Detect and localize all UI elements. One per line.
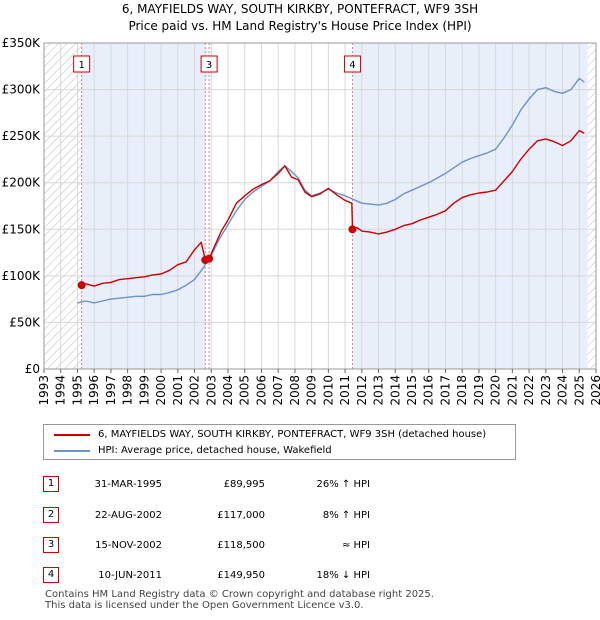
legend-label-property: 6, MAYFIELDS WAY, SOUTH KIRKBY, PONTEFRA… <box>98 429 487 440</box>
transaction-number: 1 <box>43 476 59 492</box>
transaction-row: 3 15-NOV-2002 £118,500 ≈ HPI <box>0 537 600 555</box>
x-tick-label: 2007 <box>271 375 285 406</box>
y-tick-label: £50K <box>9 315 41 329</box>
x-tick-label: 2016 <box>422 375 436 406</box>
transaction-date: 22-AUG-2002 <box>94 510 162 521</box>
transaction-point <box>348 225 357 234</box>
x-tick-label: 2003 <box>204 375 218 406</box>
transaction-price: £117,000 <box>217 510 265 521</box>
y-tick-label: £100K <box>2 269 42 283</box>
x-tick-label: 2014 <box>388 375 402 406</box>
x-tick-label: 1993 <box>37 375 51 406</box>
y-tick-label: £350K <box>2 36 42 50</box>
x-tick-label: 2008 <box>288 375 302 406</box>
transaction-date: 31-MAR-1995 <box>94 479 162 490</box>
hpi-line <box>77 77 585 304</box>
x-tick-label: 2005 <box>238 375 252 406</box>
transaction-number: 4 <box>43 567 59 583</box>
chart-title-line2: Price paid vs. HM Land Registry's House … <box>128 19 472 33</box>
y-tick-label: £150K <box>2 222 42 236</box>
x-tick-label: 2023 <box>539 375 553 406</box>
x-tick-label: 2025 <box>572 375 586 406</box>
copyright-footer: Contains HM Land Registry data © Crown c… <box>45 589 434 611</box>
transaction-label-box <box>343 55 361 73</box>
hatched-period <box>587 43 596 369</box>
transaction-label-marker: 4 <box>343 55 361 73</box>
x-tick-label: 2026 <box>589 375 600 406</box>
legend-swatch-hpi <box>54 450 90 452</box>
x-tick-label: 2006 <box>254 375 268 406</box>
x-tick-label: 2010 <box>321 375 335 406</box>
transaction-label-box <box>200 55 218 73</box>
transaction-date: 15-NOV-2002 <box>95 540 162 551</box>
property-price-line <box>81 129 585 287</box>
x-tick-label: 2018 <box>455 375 469 406</box>
legend-swatch-property <box>54 434 90 436</box>
x-tick-label: 1998 <box>121 375 135 406</box>
transaction-number: 3 <box>43 537 59 553</box>
transaction-row: 4 10-JUN-2011 £149,950 18% ↓ HPI <box>0 567 600 585</box>
x-tick-label: 2012 <box>355 375 369 406</box>
x-tick-label: 2017 <box>438 375 452 406</box>
legend-label-hpi: HPI: Average price, detached house, Wake… <box>98 445 332 456</box>
transaction-label-text: 3 <box>206 60 212 71</box>
price-chart: 1 3 4 £0 £50K £100K £150K £200K £250K £300K £350K… <box>2 36 600 406</box>
transaction-date: 10-JUN-2011 <box>98 570 162 581</box>
x-tick-label: 2001 <box>171 375 185 406</box>
y-tick-label: £300K <box>2 83 42 97</box>
transaction-point <box>205 254 214 263</box>
x-tick-label: 2022 <box>522 375 536 406</box>
x-tick-label: 2024 <box>556 375 570 406</box>
x-tick-label: 1997 <box>104 375 118 406</box>
shaded-period <box>352 43 588 369</box>
transaction-price: £118,500 <box>217 540 265 551</box>
x-tick-label: 1994 <box>54 375 68 406</box>
transaction-hpi: 18% ↓ HPI <box>316 570 370 581</box>
hatched-period <box>44 43 82 369</box>
x-tick-label: 2002 <box>188 375 202 406</box>
transaction-row: 1 31-MAR-1995 £89,995 26% ↑ HPI <box>0 476 600 494</box>
transaction-label-text: 4 <box>349 60 355 71</box>
y-tick-label: £0 <box>25 362 40 376</box>
transaction-price: £149,950 <box>217 570 265 581</box>
x-tick-label: 2019 <box>472 375 486 406</box>
shaded-period <box>81 43 206 369</box>
transaction-point <box>77 281 86 290</box>
x-tick-label: 1999 <box>137 375 151 406</box>
chart-title-line1: 6, MAYFIELDS WAY, SOUTH KIRKBY, PONTEFRA… <box>121 2 479 16</box>
transaction-row: 2 22-AUG-2002 £117,000 8% ↑ HPI <box>0 507 600 525</box>
x-tick-label: 2015 <box>405 375 419 406</box>
x-tick-label: 2020 <box>489 375 503 406</box>
transaction-label-marker: 3 <box>200 55 218 73</box>
x-tick-label: 2000 <box>154 375 168 406</box>
transaction-hpi: 26% ↑ HPI <box>316 479 370 490</box>
transaction-number: 2 <box>43 507 59 523</box>
x-tick-label: 2021 <box>505 375 519 406</box>
x-tick-label: 1996 <box>87 375 101 406</box>
transaction-price: £89,995 <box>223 479 265 490</box>
y-tick-label: £250K <box>2 129 42 143</box>
chart-legend: 6, MAYFIELDS WAY, SOUTH KIRKBY, PONTEFRA… <box>43 424 516 460</box>
transaction-label-marker: 1 <box>73 55 91 73</box>
x-tick-label: 2009 <box>305 375 319 406</box>
x-tick-label: 2013 <box>372 375 386 406</box>
x-tick-label: 1995 <box>70 375 84 406</box>
transaction-hpi: 8% ↑ HPI <box>322 510 370 521</box>
plot-frame <box>43 42 597 370</box>
x-tick-label: 2011 <box>338 375 352 406</box>
x-tick-label: 2004 <box>221 375 235 406</box>
transaction-hpi: ≈ HPI <box>341 540 370 551</box>
transaction-label-text: 1 <box>78 60 84 71</box>
transaction-label-box <box>73 55 91 73</box>
y-tick-label: £200K <box>2 176 42 190</box>
